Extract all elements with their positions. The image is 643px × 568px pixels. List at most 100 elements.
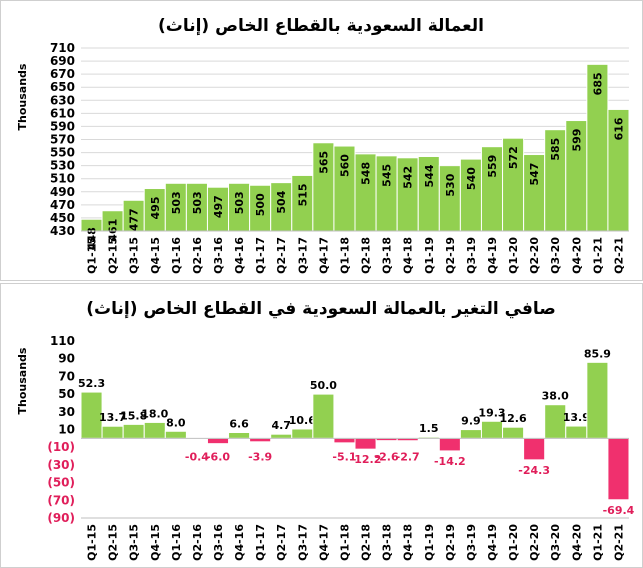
x-tick-label: Q3-15 (128, 237, 141, 274)
data-label: 461 (107, 219, 120, 242)
bar (228, 432, 251, 439)
y-tick-label: 30 (58, 405, 75, 419)
data-label: 685 (591, 72, 604, 95)
data-label: -14.2 (434, 455, 466, 468)
y-tick-label: 450 (50, 211, 75, 225)
x-tick-label: Q3-19 (465, 237, 478, 274)
y-tick-label: (30) (47, 458, 75, 472)
x-tick-label: Q2-19 (444, 524, 457, 561)
x-tick-label: Q2-17 (275, 237, 288, 274)
x-tick-label: Q3-18 (381, 237, 394, 274)
data-label: -69.4 (603, 504, 635, 517)
bar (523, 437, 546, 461)
chart-title: العمالة السعودية بالقطاع الخاص (إناث) (158, 16, 484, 36)
x-tick-label: Q1-16 (170, 524, 183, 561)
employment-chart-panel: العمالة السعودية بالقطاع الخاص (إناث) Th… (0, 0, 643, 281)
x-tick-label: Q4-19 (486, 237, 499, 274)
employment-bar-chart: العمالة السعودية بالقطاع الخاص (إناث) Th… (16, 16, 630, 274)
data-label: 530 (444, 173, 457, 196)
y-tick-label: 550 (50, 146, 75, 160)
x-tick-label: Q1-19 (423, 237, 436, 274)
bar (101, 425, 124, 439)
data-label: 4.7 (271, 419, 291, 432)
x-tick-label: Q2-15 (107, 237, 120, 274)
y-tick-label: 10 (58, 423, 75, 437)
data-label: 6.6 (229, 418, 249, 431)
data-label: -24.3 (518, 464, 550, 477)
data-label: 13.7 (99, 411, 126, 424)
data-label: 448 (86, 227, 99, 250)
x-tick-label: Q1-15 (86, 237, 99, 274)
y-tick-label: 710 (50, 41, 75, 55)
y-axis-label: Thousands (16, 63, 29, 130)
bar (143, 421, 166, 439)
x-tick-label: Q3-20 (549, 524, 562, 561)
x-tick-label: Q3-16 (212, 524, 225, 561)
y-tick-label: 650 (50, 80, 75, 94)
bar (502, 426, 525, 439)
x-tick-label: Q4-18 (402, 524, 415, 561)
bar (122, 423, 145, 439)
y-tick-label: 90 (58, 352, 75, 366)
data-label: -3.9 (248, 450, 272, 463)
x-tick-label: Q4-18 (402, 237, 415, 274)
x-tick-label: Q2-16 (191, 524, 204, 561)
data-label: 540 (465, 167, 478, 190)
data-label: 8.0 (166, 416, 186, 429)
x-tick-label: Q3-19 (465, 524, 478, 561)
x-tick-label: Q1-17 (254, 524, 267, 561)
x-tick-label: Q1-18 (338, 524, 351, 561)
y-tick-label: 490 (50, 185, 75, 199)
data-label: 503 (170, 191, 183, 214)
x-tick-label: Q2-21 (612, 237, 625, 274)
y-tick-label: (70) (47, 493, 75, 507)
bar (333, 437, 356, 444)
net-change-bar-chart: صافي التغير بالعمالة السعودية في القطاع … (16, 299, 635, 561)
y-axis-label: Thousands (16, 347, 29, 414)
x-tick-label: Q2-20 (528, 524, 541, 561)
data-label: 495 (149, 197, 162, 220)
data-label: 504 (275, 190, 288, 213)
bar (270, 433, 293, 439)
data-label: 50.0 (310, 379, 337, 392)
y-tick-label: 70 (58, 369, 75, 383)
data-label: 1.5 (419, 422, 439, 435)
x-tick-label: Q1-20 (507, 524, 520, 561)
x-tick-label: Q4-17 (317, 524, 330, 561)
x-tick-label: Q1-21 (591, 237, 604, 274)
y-tick-label: 630 (50, 93, 75, 107)
x-tick-label: Q4-20 (570, 524, 583, 561)
y-tick-label: 670 (50, 67, 75, 81)
data-label: 497 (212, 195, 225, 218)
data-label: 503 (191, 191, 204, 214)
data-label: 515 (296, 183, 309, 206)
net-change-chart-panel: صافي التغير بالعمالة السعودية في القطاع … (0, 283, 643, 568)
x-tick-label: Q1-16 (170, 237, 183, 274)
data-label: 585 (549, 138, 562, 161)
x-tick-label: Q3-15 (128, 524, 141, 561)
data-label: 542 (402, 166, 415, 189)
y-tick-label: 470 (50, 198, 75, 212)
data-label: 10.6 (289, 414, 316, 427)
data-label: 12.6 (500, 412, 527, 425)
x-tick-label: Q3-17 (296, 237, 309, 274)
y-tick-label: 690 (50, 54, 75, 68)
x-tick-label: Q4-20 (570, 237, 583, 274)
bar (354, 437, 377, 450)
x-tick-label: Q4-16 (233, 237, 246, 274)
x-tick-label: Q1-18 (338, 237, 351, 274)
x-tick-label: Q2-21 (612, 524, 625, 561)
data-label: 547 (528, 163, 541, 186)
x-tick-label: Q2-15 (107, 524, 120, 561)
x-tick-label: Q1-21 (591, 524, 604, 561)
x-tick-label: Q2-18 (360, 524, 373, 561)
data-label: -6.0 (206, 450, 230, 463)
data-label: 15.8 (120, 409, 147, 422)
y-tick-label: 510 (50, 172, 75, 186)
y-tick-label: 110 (50, 334, 75, 348)
x-tick-label: Q2-16 (191, 237, 204, 274)
data-label: 85.9 (584, 347, 611, 360)
x-tick-label: Q3-18 (381, 524, 394, 561)
data-label: -0.4 (185, 450, 209, 463)
data-label: 616 (612, 117, 625, 140)
